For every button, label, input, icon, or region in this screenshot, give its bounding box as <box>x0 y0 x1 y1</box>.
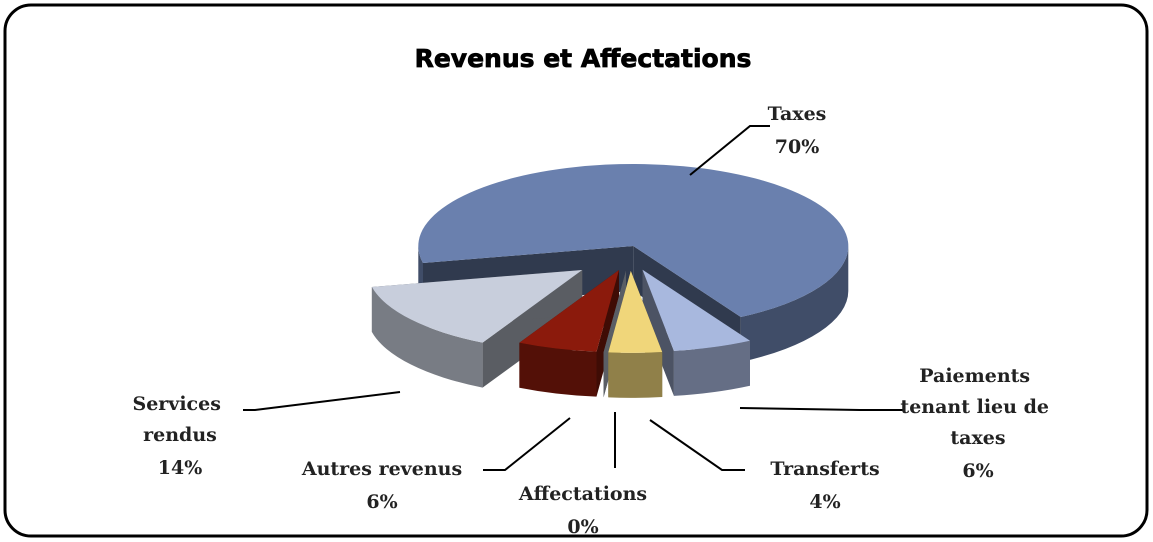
leader-line <box>243 391 401 411</box>
pie <box>371 163 849 398</box>
label-line: Affectations <box>518 483 647 505</box>
category-label: Autres revenus <box>301 458 462 480</box>
category-label: Taxes <box>768 103 827 125</box>
category-label: Transferts <box>770 458 879 480</box>
slice-side <box>642 269 674 396</box>
category-label: Affectations <box>518 483 647 505</box>
leader-lines <box>243 125 905 471</box>
slice-top <box>418 163 849 317</box>
label-line: tenant lieu de <box>900 396 1055 418</box>
value-label: 6% <box>962 460 993 482</box>
leader-line <box>739 407 905 411</box>
label-line: Autres revenus <box>301 458 462 480</box>
value-label: 6% <box>366 491 397 513</box>
slice-top <box>642 269 750 351</box>
value-label: 70% <box>775 136 820 158</box>
value-label: 4% <box>809 491 840 513</box>
slice-top <box>608 270 663 353</box>
label-line: Taxes <box>768 103 827 125</box>
slice <box>519 270 619 397</box>
labels: Taxes 70% Paiements tenant lieu de taxes 6%… <box>132 103 1055 538</box>
slice-top <box>371 270 583 343</box>
label-line: rendus <box>143 424 217 446</box>
leader-line <box>689 125 770 176</box>
slice <box>642 269 750 396</box>
slice-wall <box>740 246 849 362</box>
slice-wall <box>519 342 597 397</box>
category-label: Paiements tenant lieu de taxes <box>900 365 1055 449</box>
slice-top <box>519 270 619 352</box>
leader-line <box>649 419 745 471</box>
value-label: 0% <box>567 516 598 538</box>
slice <box>608 270 663 398</box>
label-line: Paiements <box>919 365 1037 387</box>
slice-wall <box>608 352 663 398</box>
category-label: Services rendus <box>132 393 227 446</box>
label-line: taxes <box>950 427 1005 449</box>
label-line: Services <box>132 393 227 415</box>
label-line: Transferts <box>770 458 879 480</box>
leader-line <box>483 417 571 471</box>
chart-title: Revenus et Affectations <box>415 44 752 73</box>
slice <box>371 270 583 388</box>
value-label: 14% <box>158 457 203 479</box>
slice-wall <box>673 340 750 396</box>
slice-wall <box>371 287 483 388</box>
